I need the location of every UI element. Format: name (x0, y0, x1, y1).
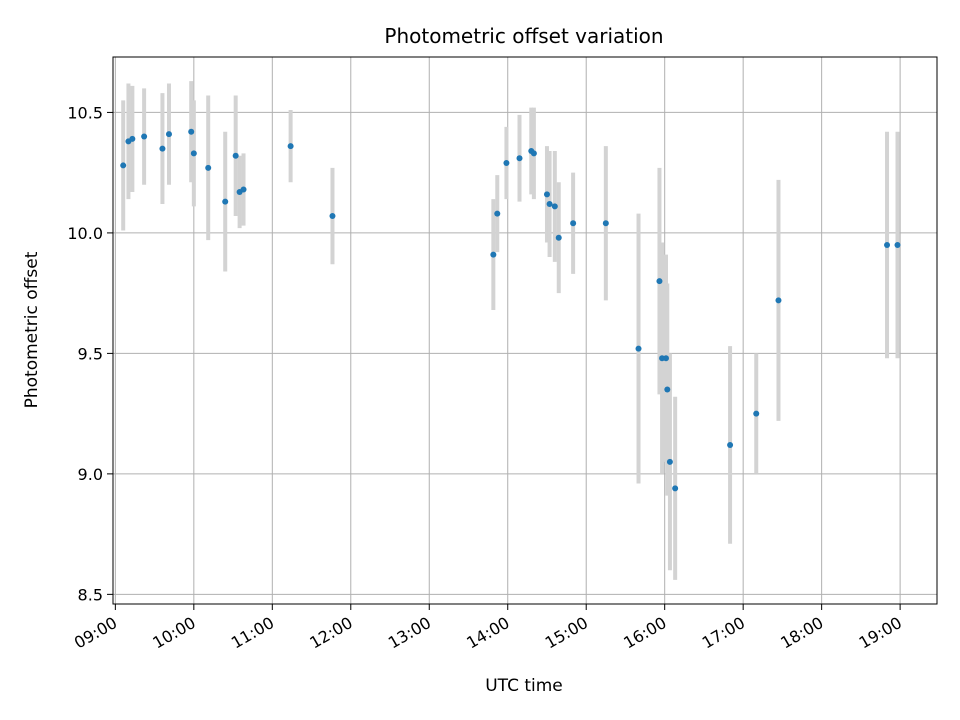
data-points (120, 128, 901, 492)
y-tick-label: 10.5 (67, 103, 103, 122)
data-point (753, 410, 760, 417)
x-tick-label: 15:00 (542, 613, 591, 653)
data-point (240, 186, 247, 193)
y-axis-ticks: 8.5 9.0 9.5 10.0 10.5 (67, 103, 113, 604)
data-point (602, 220, 609, 227)
plot-frame (112, 56, 938, 605)
data-point (287, 143, 294, 150)
data-point (664, 386, 671, 393)
data-point (190, 150, 197, 157)
x-tick-label: 13:00 (385, 613, 434, 653)
x-axis-label: UTC time (485, 676, 563, 696)
y-tick-label: 10.0 (67, 224, 103, 243)
x-tick-label: 17:00 (699, 613, 748, 653)
x-tick-label: 14:00 (463, 613, 512, 653)
data-point (551, 203, 558, 210)
data-point (503, 160, 510, 167)
y-tick-label: 8.5 (78, 585, 103, 604)
data-point (666, 458, 673, 465)
data-point (232, 152, 239, 159)
y-tick-label: 9.5 (78, 344, 103, 363)
data-point (141, 133, 148, 140)
y-tick-label: 9.0 (78, 465, 103, 484)
data-point (159, 145, 166, 152)
x-tick-label: 19:00 (856, 613, 905, 653)
x-axis-ticks: 09:00 10:00 11:00 12:00 13:00 14:00 15:00 16:00… (71, 604, 905, 653)
data-point (120, 162, 127, 169)
data-point (494, 210, 501, 217)
x-tick-label: 11:00 (228, 613, 277, 653)
data-point (884, 241, 891, 248)
data-point (775, 297, 782, 304)
data-point (222, 198, 229, 205)
data-point (555, 234, 562, 241)
data-point (546, 200, 553, 207)
data-point (165, 131, 172, 138)
data-point (656, 278, 663, 285)
data-point (894, 241, 901, 248)
chart-title: Photometric offset variation (384, 24, 663, 48)
data-point (570, 220, 577, 227)
data-point (543, 191, 550, 198)
data-point (205, 164, 212, 171)
error-bars (121, 81, 900, 580)
data-point (490, 251, 497, 258)
data-point (635, 345, 642, 352)
data-point (530, 150, 537, 157)
data-point (672, 485, 679, 492)
y-axis-label: Photometric offset (22, 251, 42, 408)
data-point (662, 355, 669, 362)
data-point (188, 128, 195, 135)
x-tick-label: 12:00 (306, 613, 355, 653)
x-tick-label: 16:00 (620, 613, 669, 653)
x-tick-label: 09:00 (71, 613, 120, 653)
x-tick-label: 10:00 (149, 613, 198, 653)
data-point (329, 213, 336, 220)
data-point (727, 441, 734, 448)
data-point (129, 135, 136, 142)
x-tick-label: 18:00 (777, 613, 826, 653)
data-point (516, 155, 523, 162)
